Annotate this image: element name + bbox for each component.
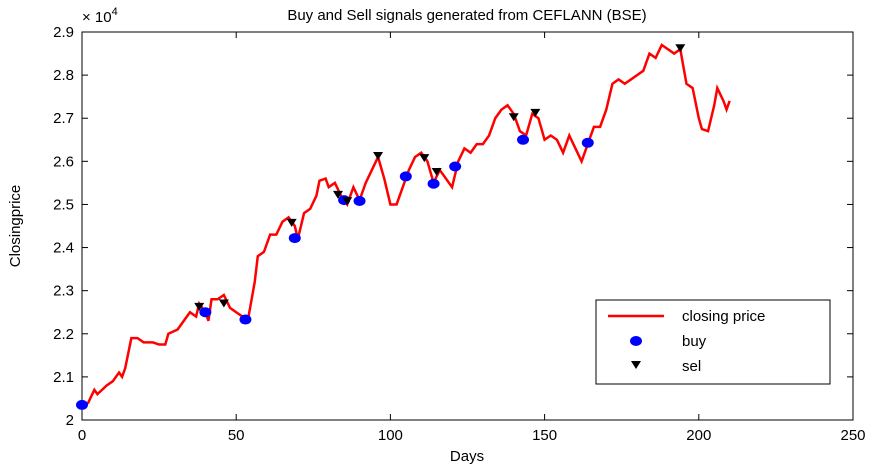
y-tick-label: 2.5	[53, 196, 74, 213]
x-tick-label: 200	[686, 427, 711, 444]
x-tick-label: 50	[228, 427, 245, 444]
legend-label: buy	[682, 333, 707, 350]
y-tick-label: 2.8	[53, 67, 74, 84]
sell-marker	[332, 190, 343, 199]
sell-marker	[631, 361, 641, 369]
buy-marker	[581, 137, 594, 148]
y-multiplier: × 104	[82, 6, 118, 26]
x-tick-label: 100	[378, 427, 403, 444]
y-multiplier-base: × 10	[82, 9, 112, 26]
x-axis-label: Days	[450, 448, 484, 465]
buy-marker	[517, 134, 530, 145]
buy-marker	[288, 233, 301, 244]
legend-label: sel	[682, 358, 701, 375]
chart-title: Buy and Sell signals generated from CEFL…	[287, 7, 646, 24]
buy-marker	[199, 307, 212, 318]
y-axis-label: Closingprice	[7, 185, 24, 268]
buy-marker	[76, 399, 88, 410]
y-tick-label: 2.3	[53, 283, 74, 300]
buy-marker	[427, 178, 440, 189]
y-tick-label: 2	[66, 412, 74, 429]
sell-marker	[373, 152, 384, 161]
y-tick-label: 2.9	[53, 24, 74, 41]
buy-marker	[239, 314, 252, 325]
y-tick-label: 2.6	[53, 153, 74, 170]
sell-marker	[675, 44, 686, 53]
sell-marker	[286, 218, 297, 227]
buy-marker	[630, 336, 642, 346]
buy-marker	[449, 161, 462, 172]
sell-marker	[431, 167, 442, 176]
y-multiplier-exponent: 4	[112, 6, 118, 18]
sell-marker	[194, 302, 205, 311]
sell-marker	[342, 197, 353, 206]
x-tick-label: 0	[78, 427, 86, 444]
price-line	[81, 43, 731, 409]
x-tick-label: 150	[532, 427, 557, 444]
sell-marker	[530, 108, 541, 117]
x-tick-label: 250	[840, 427, 865, 444]
sell-marker	[419, 154, 430, 163]
legend-label: closing price	[682, 308, 765, 325]
y-tick-label: 2.4	[53, 240, 74, 257]
buy-marker	[399, 171, 412, 182]
y-tick-label: 2.2	[53, 326, 74, 343]
y-tick-label: 2.7	[53, 110, 74, 127]
sell-marker	[508, 113, 519, 122]
sell-marker	[218, 299, 229, 308]
y-tick-label: 2.1	[53, 369, 74, 386]
buy-marker	[353, 195, 366, 206]
